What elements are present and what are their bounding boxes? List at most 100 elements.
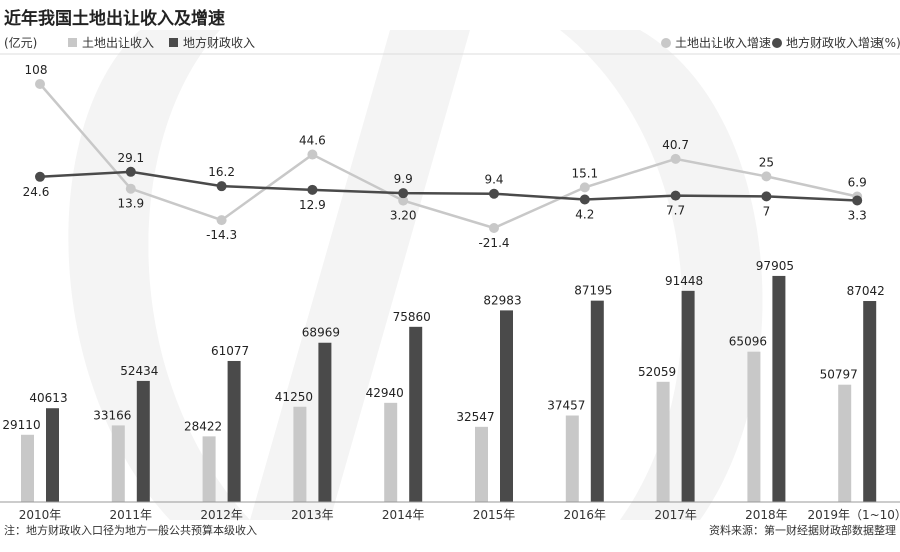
bar-label-land-income: 52059 [638, 365, 676, 379]
bar-label-land-income: 65096 [729, 335, 767, 349]
bar-land-income [293, 406, 307, 502]
bar-label-fiscal-income: 87042 [847, 284, 885, 298]
legend-fiscal-swatch [169, 38, 178, 47]
bar-label-fiscal-income: 75860 [393, 310, 431, 324]
x-tick-group: 2010年 2011年 2012年 2013年 2014年 2015年 2016年 2017年… [19, 508, 900, 522]
x-tick-label: 2014年 [382, 508, 425, 522]
bar-label-fiscal-income: 91448 [665, 274, 703, 288]
bar-fiscal-income [46, 408, 59, 502]
x-tick-label: 2017年 [654, 508, 697, 522]
bar-land-income [747, 351, 761, 502]
bar-land-income [111, 425, 125, 502]
chart-title: 近年我国土地出让收入及增速 [4, 8, 225, 29]
bar-label-fiscal-income: 87195 [574, 284, 612, 298]
left-unit-label: (亿元) [4, 35, 37, 50]
x-tick-label: 2011年 [110, 508, 153, 522]
point-fiscal-growth [579, 194, 590, 205]
bar-fiscal-income [772, 275, 786, 502]
label-land-growth: 3.20 [390, 209, 417, 223]
point-fiscal-growth [35, 171, 45, 182]
bar-land-income [565, 415, 579, 502]
point-fiscal-growth [670, 190, 681, 201]
legend-fiscal-income: 地方财政收入 [183, 35, 255, 50]
bar-land-income [475, 426, 488, 502]
bar-label-fiscal-income: 82983 [483, 293, 521, 307]
label-land-growth: -21.4 [478, 236, 509, 250]
legend-land-growth-dot [661, 38, 671, 48]
label-land-growth: 108 [25, 63, 48, 77]
label-land-growth: 6.9 [848, 176, 867, 190]
legend-fiscal-growth: 地方财政收入增速 [786, 35, 882, 50]
point-land-growth [125, 183, 136, 194]
label-fiscal-growth: 9.4 [484, 173, 503, 187]
point-land-growth [761, 171, 772, 182]
label-fiscal-growth: 4.2 [575, 208, 594, 222]
point-land-growth [216, 215, 227, 226]
bar-land-income [384, 402, 398, 502]
bar-label-land-income: 32547 [456, 410, 494, 424]
bar-land-income [21, 434, 34, 502]
point-land-growth [398, 195, 409, 206]
bar-fiscal-income [863, 301, 877, 502]
label-land-growth: 25 [759, 155, 774, 169]
bar-fiscal-income [136, 380, 150, 502]
point-fiscal-growth [125, 166, 136, 177]
bar-land-income [838, 384, 852, 502]
point-land-growth [35, 79, 45, 89]
x-tick-label: 2010年 [19, 508, 62, 522]
label-fiscal-growth: 16.2 [208, 165, 235, 179]
bar-fiscal-income [590, 300, 604, 502]
x-tick-label: 2013年 [291, 508, 334, 522]
point-land-growth [579, 182, 590, 193]
bar-label-land-income: 33166 [93, 408, 131, 422]
point-fiscal-growth [761, 191, 772, 202]
x-tick-label: 2018年 [745, 508, 788, 522]
bar-land-income [202, 436, 216, 502]
footer-note: 注：地方财政收入口径为地方一般公共预算本级收入 [4, 523, 257, 537]
bar-label-land-income: 37457 [547, 399, 585, 413]
bar-label-fiscal-income: 68969 [302, 326, 340, 340]
bar-label-land-income: 41250 [275, 390, 313, 404]
point-fiscal-growth [852, 195, 863, 206]
legend-land-growth: 土地出让收入增速 [675, 36, 771, 50]
bar-label-land-income: 42940 [366, 386, 404, 400]
label-land-growth: 15.1 [571, 166, 598, 180]
bar-group [21, 275, 877, 502]
x-tick-label: 2015年 [473, 508, 516, 522]
footer-source: 资料来源：第一财经据财政部数据整理 [709, 523, 896, 537]
point-land-growth [670, 153, 681, 164]
label-fiscal-growth: 7 [763, 204, 771, 218]
label-land-growth: -14.3 [206, 228, 237, 242]
label-land-growth: 44.6 [299, 134, 326, 148]
label-fiscal-growth: 24.6 [23, 185, 50, 199]
line-group [39, 83, 858, 230]
label-land-growth: 40.7 [662, 138, 689, 152]
label-fiscal-growth: 12.9 [299, 198, 326, 212]
bar-label-land-income: 28422 [184, 419, 222, 433]
bar-label-land-income: 29110 [2, 418, 40, 432]
bar-label-fiscal-income: 61077 [211, 344, 249, 358]
bar-label-fiscal-income: 97905 [756, 259, 794, 273]
label-land-growth: 13.9 [117, 197, 144, 211]
bar-fiscal-income [318, 342, 332, 502]
point-land-growth [307, 149, 318, 160]
bar-label-fiscal-income: 52434 [120, 364, 158, 378]
line-label-group: 108 24.6 13.9 29.1 -14.3 16.2 44.6 12.9 3.20 9.9 -… [23, 63, 867, 250]
label-fiscal-growth: 9.9 [394, 172, 413, 186]
right-unit-label: (%) [880, 36, 900, 50]
point-fiscal-growth [489, 188, 499, 199]
point-group [35, 79, 863, 233]
label-fiscal-growth: 3.3 [848, 209, 867, 223]
line-fiscal-growth [39, 170, 858, 202]
point-fiscal-growth [307, 184, 318, 195]
bar-label-group: 29110 40613 33166 52434 28422 61077 41250 68969… [2, 259, 884, 433]
bar-land-income [656, 381, 670, 502]
point-land-growth [489, 223, 499, 233]
x-tick-label: 2016年 [564, 508, 607, 522]
bar-fiscal-income [409, 326, 423, 502]
point-fiscal-growth [398, 188, 409, 199]
bar-fiscal-income [681, 290, 695, 502]
label-fiscal-growth: 7.7 [666, 204, 685, 218]
